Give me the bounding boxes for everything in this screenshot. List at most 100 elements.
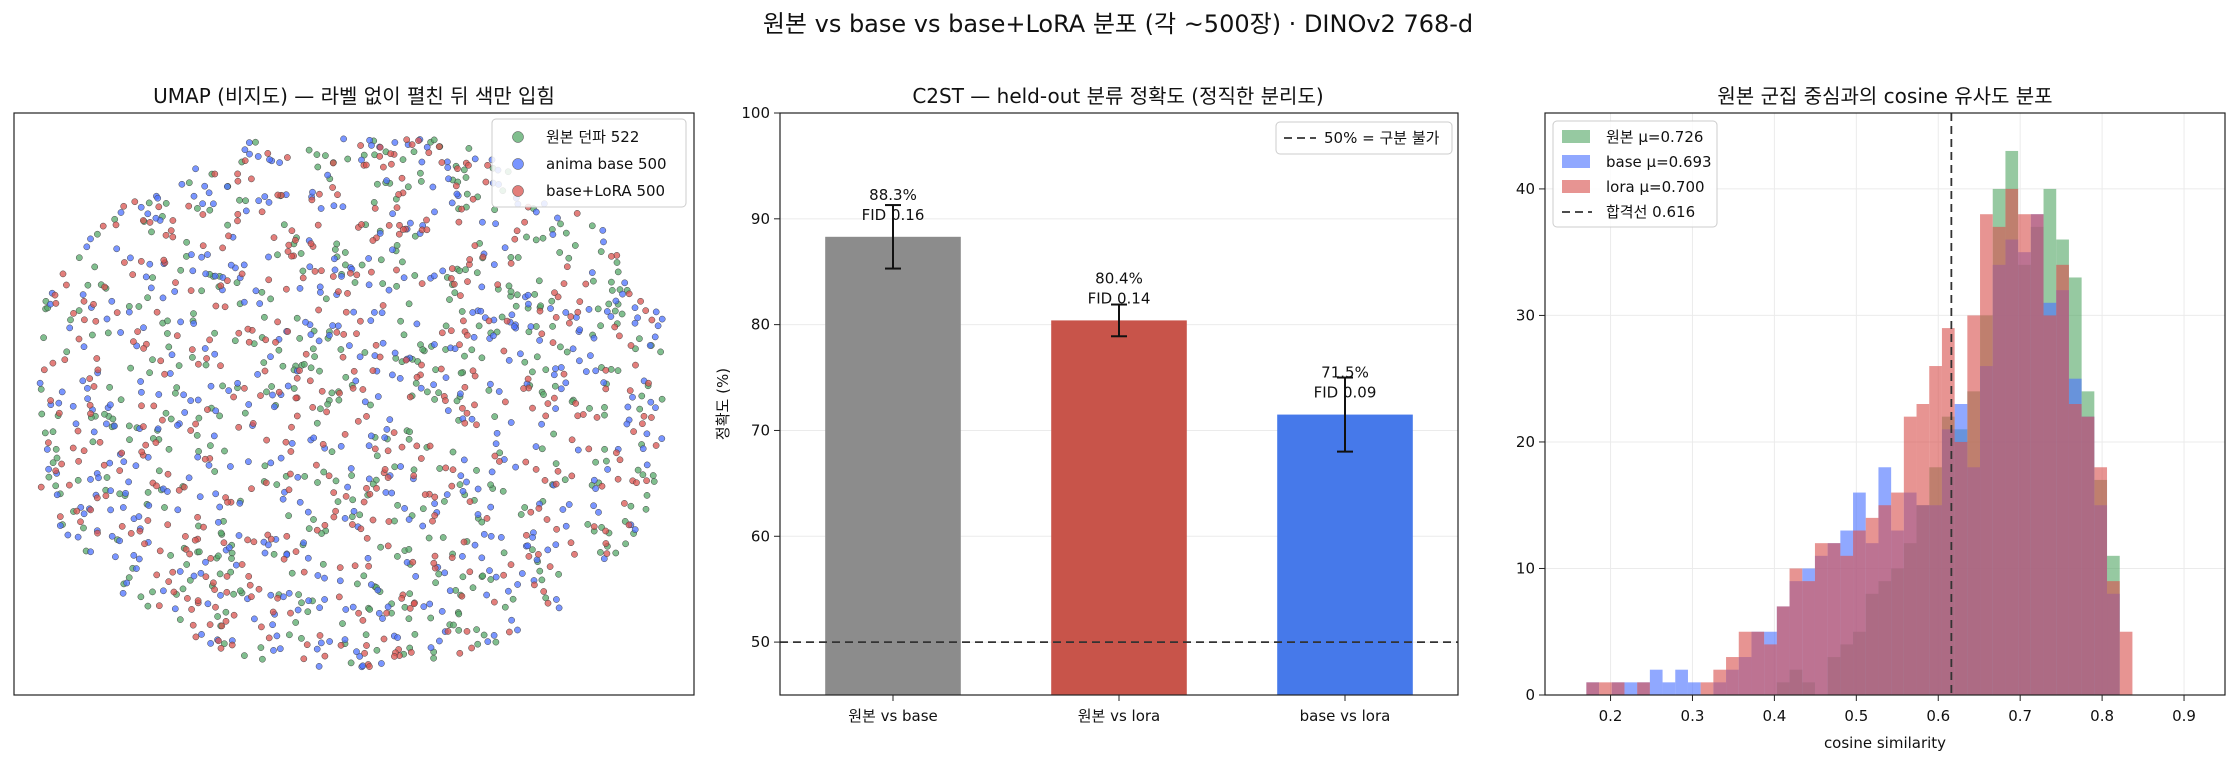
umap-point	[321, 652, 329, 660]
umap-point	[120, 202, 128, 210]
umap-point	[613, 252, 621, 259]
umap-point	[251, 615, 258, 623]
umap-point	[448, 199, 456, 207]
umap-point	[74, 476, 82, 484]
umap-point	[276, 645, 284, 653]
umap-point	[652, 404, 659, 412]
umap-point	[374, 180, 381, 188]
umap-point	[376, 143, 384, 151]
umap-point	[576, 357, 583, 365]
umap-point	[314, 163, 322, 171]
umap-point	[502, 398, 509, 406]
umap-point	[322, 152, 329, 159]
umap-point	[52, 300, 60, 307]
category-label: 원본 vs base	[848, 707, 938, 725]
umap-point	[171, 288, 179, 295]
umap-point	[185, 474, 193, 482]
umap-point	[340, 135, 347, 143]
umap-point	[310, 516, 317, 523]
umap-point	[549, 231, 557, 238]
umap-point	[109, 415, 117, 423]
umap-point	[241, 384, 248, 392]
umap-point	[513, 291, 521, 299]
umap-point	[347, 659, 355, 667]
umap-point	[242, 197, 249, 205]
umap-point	[597, 248, 605, 255]
umap-point	[460, 456, 468, 464]
legend-label: 원본 μ=0.726	[1606, 128, 1703, 146]
umap-point	[627, 502, 635, 510]
umap-point	[419, 522, 427, 530]
umap-point	[417, 455, 425, 462]
histogram-bar	[1878, 505, 1892, 695]
umap-point	[590, 277, 597, 285]
umap-point	[299, 267, 307, 275]
umap-point	[608, 287, 616, 294]
umap-point	[189, 354, 196, 361]
umap-point	[505, 282, 513, 290]
umap-point	[80, 343, 88, 351]
umap-point	[521, 218, 528, 226]
histogram-bar	[1649, 669, 1663, 695]
umap-point	[130, 552, 138, 559]
umap-point	[162, 231, 170, 239]
umap-point	[216, 503, 224, 511]
legend-marker	[512, 185, 524, 197]
umap-point	[336, 389, 343, 397]
umap-point	[267, 295, 274, 303]
umap-point	[540, 588, 548, 595]
umap-point	[417, 169, 424, 177]
umap-point	[566, 319, 573, 327]
umap-point	[169, 217, 177, 224]
umap-point	[469, 195, 477, 203]
umap-point	[454, 165, 461, 173]
histogram-bar	[2119, 631, 2133, 695]
umap-point	[367, 581, 375, 588]
umap-point	[149, 588, 156, 596]
umap-point	[398, 443, 406, 451]
umap-point	[505, 587, 512, 595]
umap-point	[63, 281, 70, 289]
umap-point	[354, 580, 361, 588]
histogram-bar	[2005, 188, 2019, 696]
umap-point	[471, 242, 479, 249]
umap-point	[475, 322, 483, 330]
histogram-bar	[1700, 682, 1714, 695]
umap-point	[365, 255, 372, 262]
legend-box	[1552, 120, 1718, 228]
umap-point	[552, 314, 560, 321]
umap-point	[508, 311, 516, 319]
umap-point	[87, 548, 94, 556]
umap-point	[565, 254, 573, 262]
umap-point	[164, 488, 171, 495]
umap-point	[614, 367, 622, 374]
umap-point	[315, 337, 323, 345]
umap-point	[116, 490, 124, 498]
umap-point	[627, 342, 635, 349]
umap-point	[265, 541, 272, 549]
umap-point	[561, 476, 569, 484]
umap-point	[331, 255, 338, 263]
umap-point	[521, 358, 529, 366]
umap-point	[111, 215, 119, 223]
umap-point	[106, 383, 113, 391]
umap-point	[480, 631, 488, 639]
umap-point	[494, 281, 502, 289]
umap-point	[329, 184, 336, 191]
umap-point	[389, 371, 396, 379]
umap-point	[107, 401, 114, 409]
umap-point	[582, 280, 590, 288]
umap-point	[307, 240, 315, 247]
umap-point	[156, 547, 164, 555]
umap-point	[460, 538, 468, 546]
umap-point	[492, 220, 499, 228]
umap-point	[193, 432, 201, 439]
umap-point	[155, 391, 163, 398]
umap-point	[546, 563, 554, 570]
umap-point	[557, 220, 564, 228]
umap-point	[602, 385, 610, 393]
umap-point	[527, 508, 535, 516]
umap-point	[361, 649, 368, 657]
umap-point	[112, 221, 120, 229]
umap-point	[316, 367, 323, 375]
